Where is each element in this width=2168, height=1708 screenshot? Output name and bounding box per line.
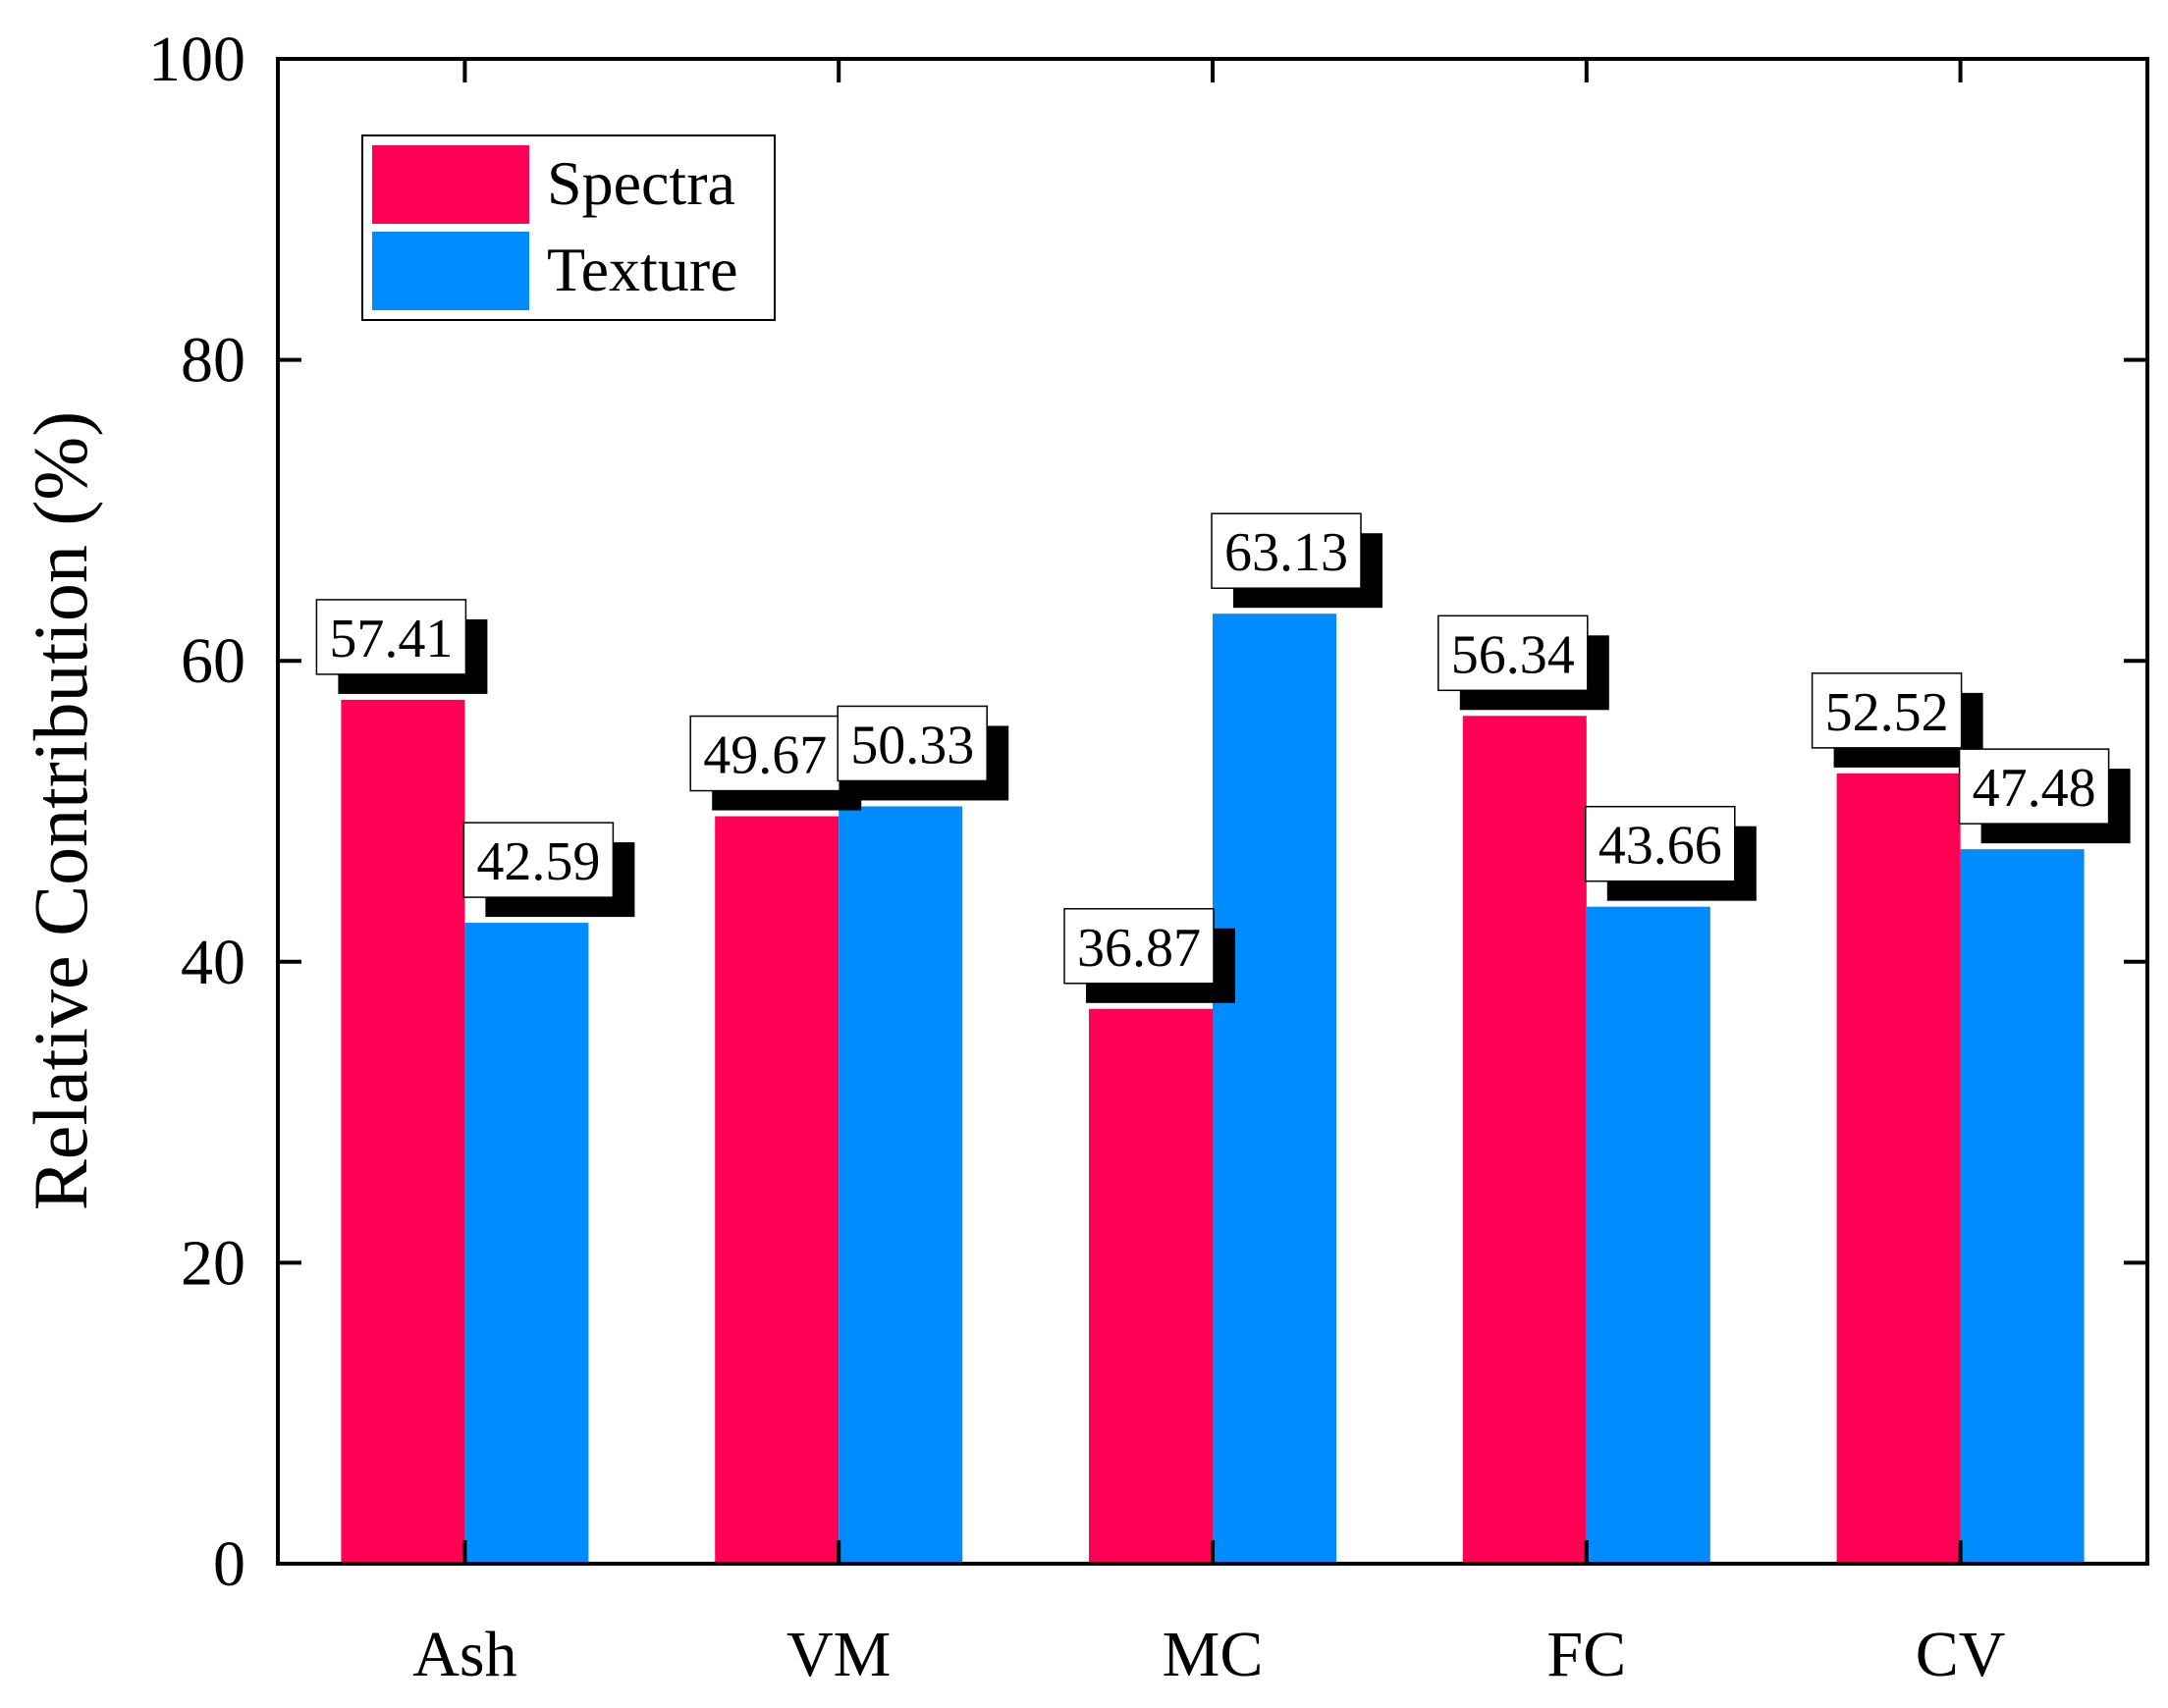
x-tick-label-mc: MC (1163, 1619, 1264, 1690)
data-label-box (837, 705, 988, 782)
data-label-text: 47.48 (1973, 758, 2096, 819)
bar-texture-mc (1213, 614, 1336, 1564)
data-label-spectra-ash: 57.41 (315, 599, 488, 694)
data-label-box (1585, 805, 1736, 882)
data-label-texture-ash: 42.59 (462, 822, 635, 918)
legend-label-spectra: Spectra (547, 148, 735, 218)
bar-spectra-fc (1462, 716, 1587, 1564)
data-label-box (1958, 748, 2110, 825)
data-label-text: 57.41 (329, 609, 453, 669)
data-label-box (1211, 512, 1362, 589)
data-label-box (1811, 672, 1963, 749)
y-tick-label-0: 0 (213, 1528, 245, 1600)
legend-swatch-spectra (372, 145, 529, 224)
bar-texture-vm (839, 806, 963, 1564)
bar-texture-ash (464, 923, 589, 1564)
data-label-text: 56.34 (1451, 624, 1575, 685)
data-label-texture-mc: 63.13 (1211, 512, 1382, 609)
legend-item-spectra: Spectra (372, 145, 735, 224)
x-tick-label-ash: Ash (412, 1619, 516, 1690)
data-label-box (689, 715, 840, 792)
data-label-text: 36.87 (1077, 918, 1201, 979)
data-label-texture-fc: 43.66 (1585, 805, 1757, 901)
bar-spectra-mc (1089, 1008, 1213, 1564)
legend-swatch-texture (372, 232, 529, 310)
legend-label-texture: Texture (547, 235, 738, 304)
x-tick-label-fc: FC (1546, 1619, 1626, 1690)
data-label-spectra-vm: 49.67 (689, 715, 862, 811)
data-label-text: 49.67 (703, 725, 827, 786)
bar-texture-fc (1586, 906, 1710, 1564)
data-label-spectra-cv: 52.52 (1811, 672, 1983, 768)
data-label-spectra-mc: 36.87 (1063, 908, 1235, 1003)
data-label-text: 50.33 (850, 715, 974, 775)
data-label-text: 52.52 (1825, 682, 1949, 743)
data-label-box (1437, 614, 1589, 692)
data-label-texture-vm: 50.33 (837, 705, 1009, 801)
data-label-spectra-fc: 56.34 (1437, 614, 1609, 711)
y-tick-label-80: 80 (181, 325, 245, 397)
bar-texture-cv (1960, 849, 2085, 1564)
bar-spectra-ash (341, 699, 465, 1564)
bar-spectra-vm (715, 816, 840, 1564)
x-tick-label-cv: CV (1916, 1619, 2006, 1690)
data-label-box (462, 822, 615, 898)
data-label-text: 43.66 (1599, 816, 1722, 877)
y-tick-label-40: 40 (181, 927, 245, 998)
bar-spectra-cv (1836, 773, 1961, 1564)
x-tick-label-vm: VM (786, 1619, 891, 1690)
y-tick-label-20: 20 (181, 1227, 245, 1299)
y-tick-label-100: 100 (148, 24, 245, 95)
data-label-texture-cv: 47.48 (1958, 748, 2131, 844)
y-axis-title: Relative Contribution (%) (18, 411, 103, 1211)
data-label-box (315, 599, 467, 675)
legend-item-texture: Texture (372, 232, 738, 310)
data-label-box (1063, 908, 1215, 985)
data-label-text: 42.59 (476, 831, 600, 892)
data-label-text: 63.13 (1224, 522, 1348, 583)
y-tick-label-60: 60 (181, 625, 245, 697)
